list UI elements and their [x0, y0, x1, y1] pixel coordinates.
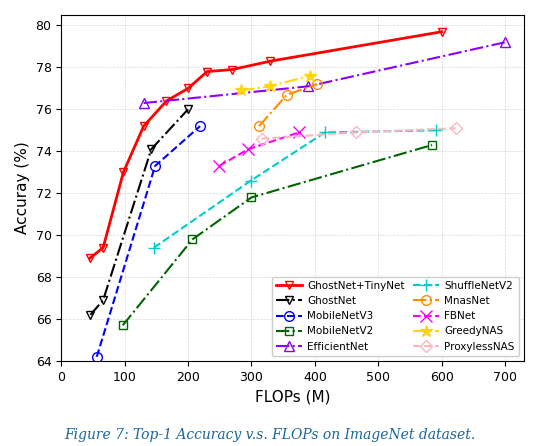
GhostNet	[87, 312, 94, 318]
GhostNet	[100, 297, 106, 303]
GhostNet+TinyNet	[100, 245, 106, 250]
EfficientNet	[305, 83, 312, 89]
GhostNet+TinyNet	[185, 86, 191, 91]
GhostNet+TinyNet	[267, 58, 274, 64]
MobileNetV2	[189, 237, 196, 242]
EfficientNet	[141, 100, 147, 106]
MobileNetV2	[120, 322, 126, 328]
FBNet	[245, 147, 252, 152]
ProxylessNAS	[353, 130, 360, 135]
GhostNet	[148, 147, 155, 152]
GhostNet+TinyNet	[229, 67, 236, 72]
MnasNet	[284, 92, 290, 97]
Line: GhostNet+TinyNet: GhostNet+TinyNet	[86, 28, 446, 262]
FBNet	[216, 163, 223, 169]
GhostNet+TinyNet	[204, 69, 210, 74]
ShuffleNetV2	[150, 245, 157, 250]
MobileNetV2	[248, 195, 254, 200]
ShuffleNetV2	[247, 178, 254, 183]
Line: GhostNet: GhostNet	[86, 105, 192, 319]
Line: FBNet: FBNet	[213, 127, 305, 172]
FBNet	[296, 130, 302, 135]
MobileNetV3	[197, 124, 203, 129]
ProxylessNAS	[452, 125, 459, 131]
GreedyNAS	[267, 83, 273, 89]
GhostNet+TinyNet	[120, 169, 127, 175]
GhostNet+TinyNet	[87, 256, 93, 261]
Line: GreedyNAS: GreedyNAS	[235, 70, 316, 97]
ShuffleNetV2	[433, 128, 439, 133]
EfficientNet	[502, 40, 508, 45]
Legend: GhostNet+TinyNet, GhostNet, MobileNetV3, MobileNetV2, EfficientNet, ShuffleNetV2: GhostNet+TinyNet, GhostNet, MobileNetV3,…	[272, 277, 519, 356]
Line: ShuffleNetV2: ShuffleNetV2	[148, 125, 441, 253]
Text: Figure 7: Top-1 Accuracy v.s. FLOPs on ImageNet dataset.: Figure 7: Top-1 Accuracy v.s. FLOPs on I…	[64, 428, 475, 442]
GhostNet	[185, 107, 191, 112]
ShuffleNetV2	[322, 130, 328, 135]
MnasNet	[256, 124, 262, 129]
MobileNetV3	[94, 354, 100, 359]
GhostNet+TinyNet	[163, 98, 170, 103]
Line: MobileNetV3: MobileNetV3	[92, 121, 205, 362]
MnasNet	[314, 82, 321, 87]
Y-axis label: Accuray (%): Accuray (%)	[15, 142, 30, 234]
X-axis label: FLOPs (M): FLOPs (M)	[255, 389, 330, 404]
Line: MnasNet: MnasNet	[254, 79, 322, 131]
GhostNet+TinyNet	[438, 29, 445, 34]
GreedyNAS	[307, 73, 313, 78]
Line: ProxylessNAS: ProxylessNAS	[258, 124, 460, 143]
ProxylessNAS	[258, 136, 265, 141]
GreedyNAS	[238, 88, 245, 93]
Line: MobileNetV2: MobileNetV2	[119, 141, 436, 330]
MobileNetV2	[429, 142, 436, 148]
Line: EfficientNet: EfficientNet	[139, 37, 510, 108]
MobileNetV3	[152, 163, 158, 169]
GhostNet+TinyNet	[141, 124, 147, 129]
